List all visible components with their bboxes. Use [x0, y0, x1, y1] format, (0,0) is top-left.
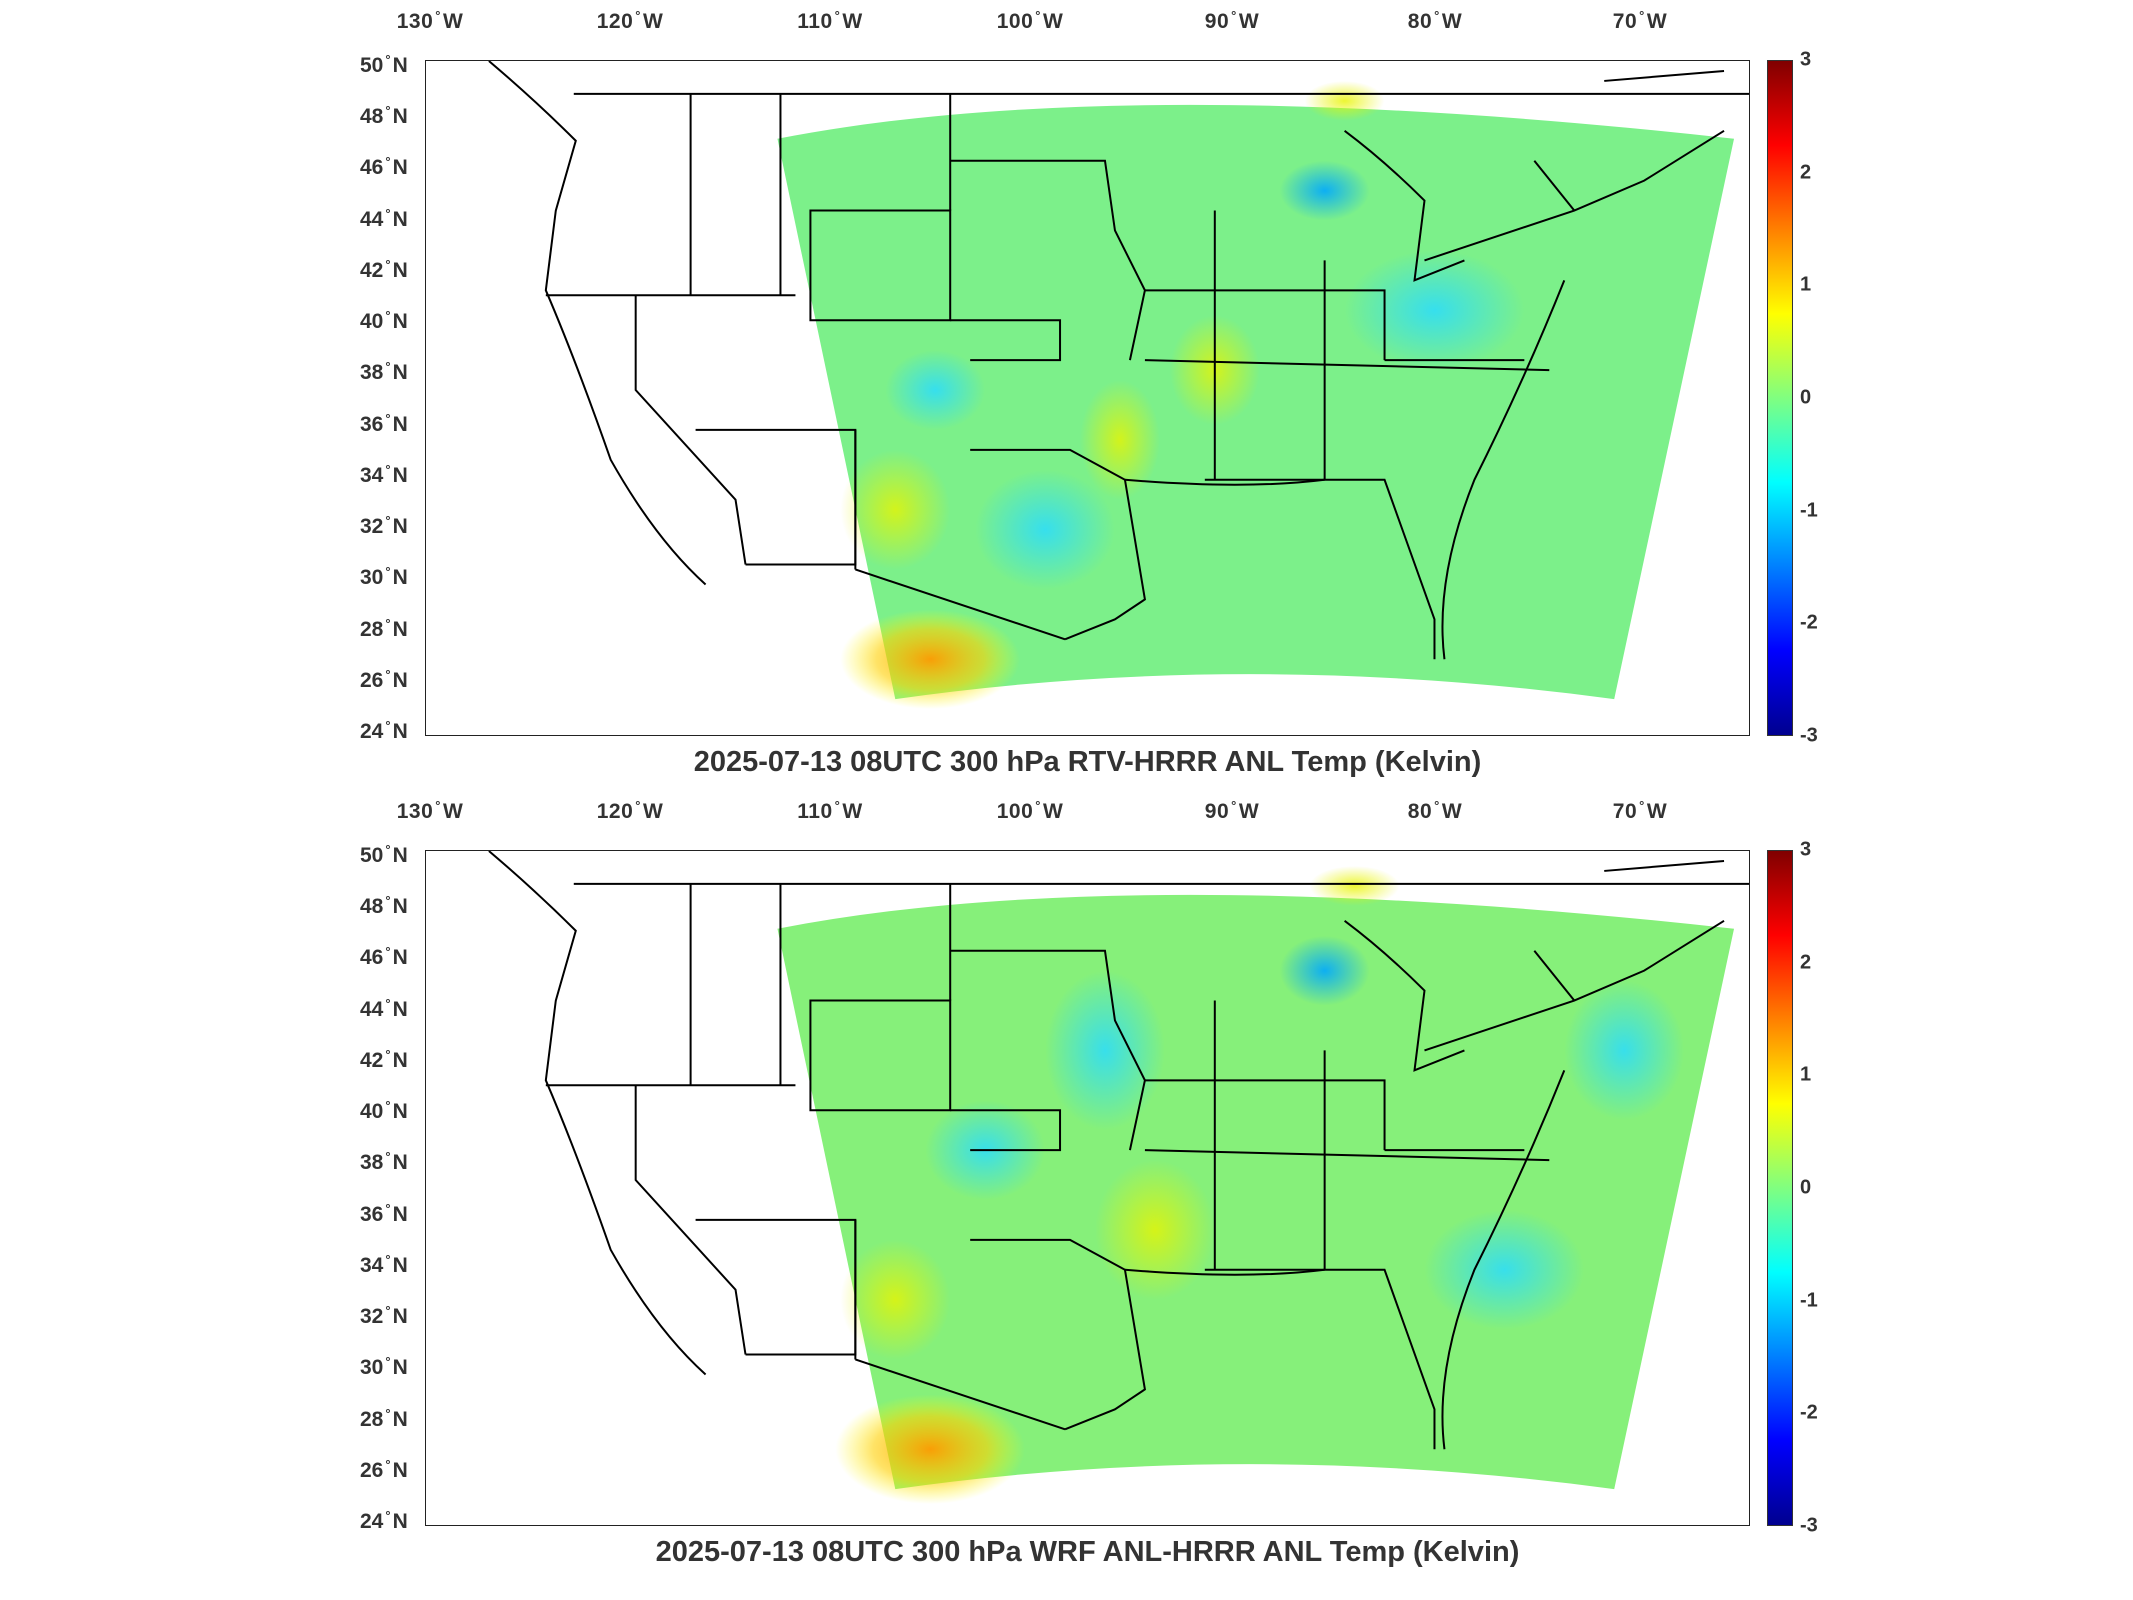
latitude-label: 24 °N: [360, 1508, 408, 1533]
colorbar-tick-label: -3: [1800, 724, 1818, 747]
colorbar: [1767, 60, 1793, 736]
colorbar-tick-label: 1: [1800, 273, 1812, 296]
latitude-label: 32 °N: [360, 513, 408, 539]
anomaly-overlays: [835, 865, 1685, 1505]
panel-title: 2025-07-13 08UTC 300 hPa WRF ANL-HRRR AN…: [655, 1536, 1520, 1568]
latitude-label: 46 °N: [360, 944, 408, 970]
longitude-label: 90 °W: [1204, 798, 1260, 823]
latitude-label: 32 °N: [360, 1303, 408, 1329]
longitude-label: 90 °W: [1204, 8, 1260, 33]
latitude-label: 28 °N: [360, 1405, 408, 1431]
latitude-label: 36 °N: [360, 410, 408, 436]
latitude-label: 30 °N: [360, 564, 408, 590]
colorbar-tick-label: -1: [1800, 1289, 1818, 1312]
latitude-label: 28 °N: [360, 615, 408, 641]
latitude-label: 30 °N: [360, 1354, 408, 1380]
colorbar-tick-label: 2: [1800, 161, 1812, 184]
latitude-label: 44 °N: [360, 995, 408, 1021]
latitude-label: 26 °N: [360, 666, 408, 692]
longitude-label: 80 °W: [1407, 8, 1463, 33]
map-svg: [488, 61, 1749, 710]
longitude-label: 110 °W: [797, 8, 863, 33]
longitude-label: 110 °W: [797, 798, 863, 823]
latitude-label: 36 °N: [360, 1200, 408, 1226]
map-panel-2: 130 °W 120 °W 110 °W 100 °W 90 °W 80 °W 70 °W 50 °N 48 °…: [0, 790, 2133, 1580]
latitude-label: 38 °N: [360, 359, 408, 385]
latitude-label: 46 °N: [360, 154, 408, 180]
map-svg: [488, 851, 1749, 1505]
latitude-label: 42 °N: [360, 256, 408, 282]
map-panel-1: 130 °W 120 °W 110 °W 100 °W 90 °W 80 °W 70 °W 50 °N 48 °…: [0, 0, 2133, 790]
longitude-label: 100 °W: [996, 798, 1064, 823]
colorbar-tick-label: 0: [1800, 386, 1812, 409]
latitude-label: 48 °N: [360, 893, 408, 919]
colorbar-tick-label: -1: [1800, 499, 1818, 522]
latitude-label: 48 °N: [360, 103, 408, 129]
longitude-label: 120 °W: [596, 8, 664, 33]
latitude-label: 26 °N: [360, 1456, 408, 1482]
latitude-label: 50 °N: [360, 52, 408, 77]
latitude-label: 34 °N: [360, 461, 408, 487]
geography: [488, 851, 1749, 1450]
latitude-label: 44 °N: [360, 205, 408, 231]
latitude-label: 50 °N: [360, 842, 408, 867]
colorbar-tick-label: -2: [1800, 1401, 1818, 1424]
colorbar-tick-label: 3: [1800, 48, 1812, 71]
longitude-label: 80 °W: [1407, 798, 1463, 823]
longitude-label: 70 °W: [1612, 8, 1668, 33]
colorbar-tick-label: 3: [1800, 838, 1812, 861]
latitude-label: 38 °N: [360, 1149, 408, 1175]
longitude-label: 120 °W: [596, 798, 664, 823]
colorbar-tick-label: 2: [1800, 951, 1812, 974]
geography: [488, 61, 1749, 660]
anomaly-field: [777, 894, 1735, 1490]
latitude-label: 42 °N: [360, 1046, 408, 1072]
longitude-label: 100 °W: [996, 8, 1064, 33]
longitude-label: 70 °W: [1612, 798, 1668, 823]
colorbar: [1767, 850, 1793, 1526]
colorbar-tick-label: 0: [1800, 1176, 1812, 1199]
panel-title: 2025-07-13 08UTC 300 hPa RTV-HRRR ANL Te…: [693, 746, 1482, 778]
colorbar-tick-label: 1: [1800, 1063, 1812, 1086]
longitude-label: 130 °W: [396, 798, 464, 823]
longitude-label: 130 °W: [396, 8, 464, 33]
colorbar-tick-label: -3: [1800, 1514, 1818, 1537]
map-frame: [425, 60, 1750, 736]
latitude-label: 40 °N: [360, 1098, 408, 1124]
map-frame: [425, 850, 1750, 1526]
latitude-label: 34 °N: [360, 1251, 408, 1277]
colorbar-tick-label: -2: [1800, 611, 1818, 634]
latitude-label: 24 °N: [360, 718, 408, 743]
latitude-label: 40 °N: [360, 308, 408, 334]
